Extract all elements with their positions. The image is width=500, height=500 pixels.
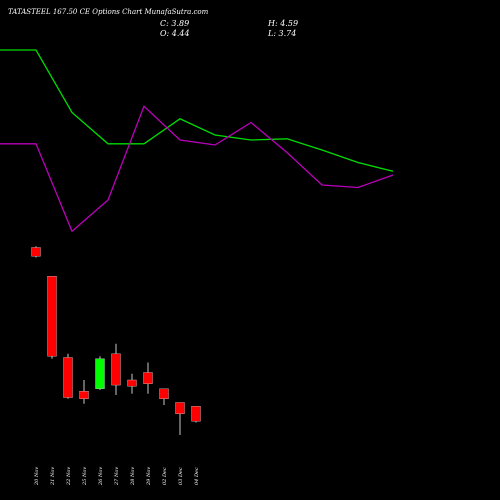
x-tick-label: 03 Dec	[178, 467, 184, 485]
candle-body	[47, 276, 57, 357]
x-tick-label: 25 Nov	[82, 467, 88, 486]
open-value: O: 4.44	[160, 29, 190, 38]
overlay-lines	[0, 49, 394, 233]
x-tick-label: 04 Dec	[194, 467, 200, 485]
overlay-line-1	[0, 49, 394, 172]
x-tick-label: 02 Dec	[162, 467, 168, 485]
x-tick-label: 29 Nov	[146, 467, 152, 486]
x-tick-label: 27 Nov	[114, 467, 120, 486]
low-value: L: 3.74	[267, 29, 296, 38]
close-value: C: 3.89	[160, 19, 189, 28]
candle-body	[175, 402, 185, 415]
candle-body	[63, 357, 73, 398]
candle-body	[191, 406, 201, 422]
chart-title: TATASTEEL 167.50 CE Options Chart Munafa…	[8, 8, 209, 16]
candle-body	[159, 388, 169, 399]
candle-body	[111, 353, 121, 386]
candle-body	[127, 379, 137, 387]
high-value: H: 4.59	[267, 19, 298, 28]
x-axis-ticks: 20 Nov 21 Nov 22 Nov 25 Nov 26 Nov 27 Nov 28 N…	[34, 467, 200, 486]
x-tick-label: 28 Nov	[130, 467, 136, 486]
candle-body	[95, 358, 105, 389]
overlay-line-2	[0, 105, 394, 233]
x-tick-label: 26 Nov	[98, 467, 104, 486]
candle-body	[79, 391, 89, 399]
candle-body	[143, 372, 153, 385]
x-tick-label: 20 Nov	[34, 467, 40, 486]
x-tick-label: 21 Nov	[50, 467, 56, 486]
x-tick-label: 22 Nov	[66, 467, 72, 486]
candle-body	[31, 247, 41, 257]
candles	[31, 246, 201, 435]
